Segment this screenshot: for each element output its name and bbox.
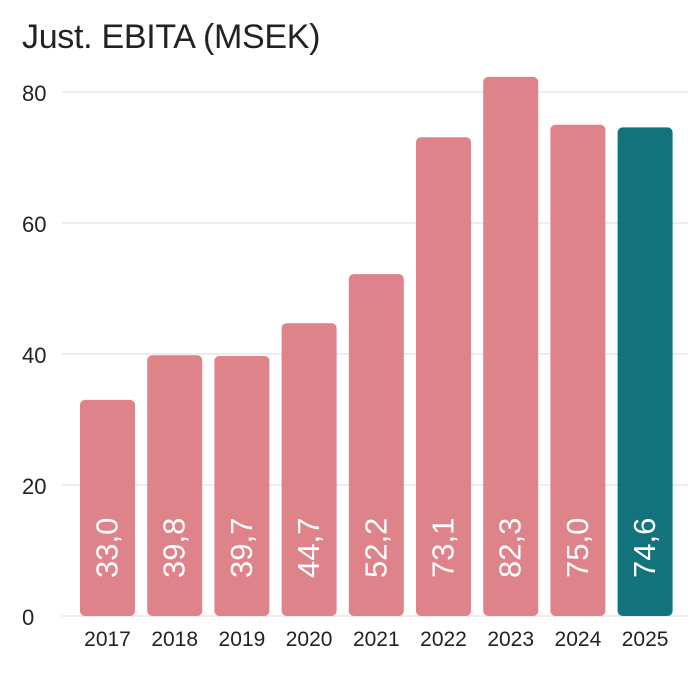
x-tick-label: 2022 (420, 628, 467, 651)
bar-value-label: 33,0 (90, 518, 125, 578)
bar-value-label: 82,3 (493, 518, 528, 578)
bar-value-label: 39,7 (224, 518, 259, 578)
bar (550, 124, 606, 616)
x-tick-label: 2025 (622, 628, 669, 651)
y-tick-label: 0 (22, 605, 34, 630)
bar-value-label: 52,2 (358, 518, 393, 578)
bar (483, 76, 539, 616)
bar-value-label: 44,7 (291, 518, 326, 578)
x-tick-label: 2019 (219, 628, 266, 651)
bar (348, 274, 404, 616)
y-tick-label: 60 (22, 212, 46, 237)
bar-value-label: 73,1 (426, 518, 461, 578)
bar (617, 127, 673, 617)
bar-value-label: 39,8 (157, 518, 192, 578)
y-tick-label: 80 (22, 81, 46, 106)
x-tick-label: 2018 (151, 628, 198, 651)
bar (416, 137, 471, 616)
bar-value-label: 75,0 (560, 518, 595, 578)
bar-value-label: 74,6 (627, 518, 662, 578)
x-tick-label: 2024 (555, 628, 602, 651)
bar (214, 355, 270, 616)
x-tick-label: 2020 (286, 628, 333, 651)
chart-title: Just. EBITA (MSEK) (22, 18, 321, 56)
x-tick-label: 2023 (487, 628, 534, 651)
bar (147, 355, 203, 616)
y-tick-label: 40 (22, 343, 46, 368)
y-tick-label: 20 (22, 474, 46, 499)
x-tick-label: 2017 (84, 628, 131, 651)
bar (281, 323, 337, 616)
x-tick-label: 2021 (353, 628, 400, 651)
bar (80, 399, 135, 616)
